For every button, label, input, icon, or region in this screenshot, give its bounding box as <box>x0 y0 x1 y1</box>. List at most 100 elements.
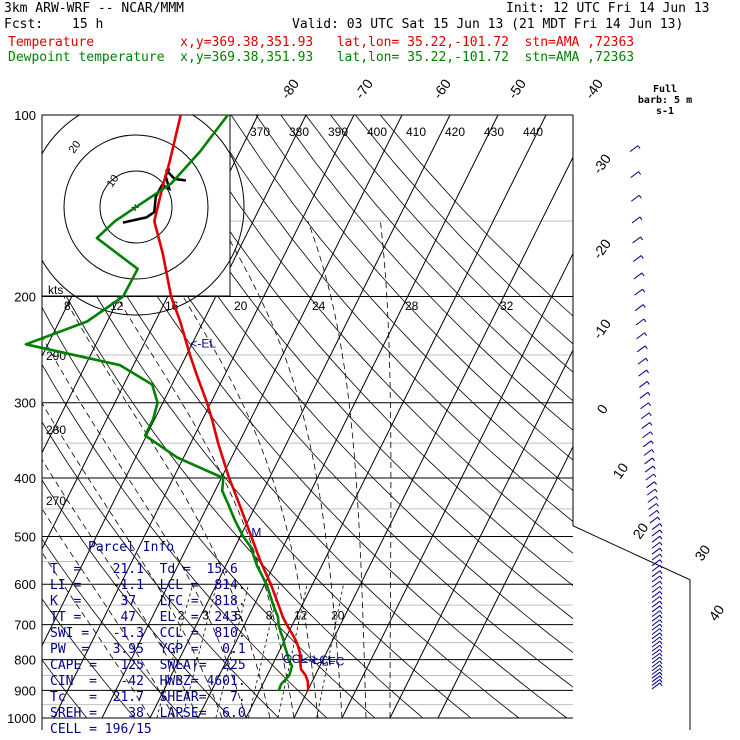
parcel-info-title: Parcel Info <box>88 540 175 555</box>
wind-barb-icon <box>651 591 661 598</box>
wind-barb-flag <box>659 541 663 546</box>
wind-barb-flag <box>659 596 663 600</box>
wind-barb-flag <box>645 357 649 362</box>
wind-barb-icon <box>651 675 661 683</box>
hodograph-units: kts <box>48 283 63 297</box>
theta-label: 380 <box>289 125 309 139</box>
temperature-legend: Temperature x,y=369.38,351.93 lat,lon= 3… <box>8 35 635 50</box>
hodograph-trace <box>122 167 187 224</box>
isotherm <box>197 115 499 719</box>
parcel-level-label: <-EL <box>190 337 216 351</box>
wind-barb-icon <box>651 623 661 631</box>
moist-adiabat <box>42 458 199 719</box>
theta-label: 420 <box>445 125 465 139</box>
parcel-info-row: K = 37 LFC = 818. <box>50 594 246 609</box>
wind-barb-icon <box>651 547 661 555</box>
hodograph-ring-label: 280 <box>46 423 66 437</box>
wind-barb-flag <box>659 586 663 590</box>
wind-barb-flag <box>640 255 644 259</box>
wind-barb-icon <box>651 648 661 656</box>
isotherm <box>101 115 403 719</box>
wind-barb-flag <box>652 457 655 462</box>
wind-barb-icon <box>651 610 661 618</box>
dry-adiabat <box>81 115 573 688</box>
wind-barb-flag <box>656 503 659 507</box>
chart-labels: 2 3 5 8 12 20 -80 -70 -60 -50 -40 -30 -20 -10 0 10 20 30 4… <box>178 76 728 669</box>
wind-barb-flag <box>659 535 663 540</box>
hodograph-ring-label: 270 <box>46 494 66 508</box>
wind-barb-icon <box>651 595 661 603</box>
wind-barb-flag <box>648 402 651 407</box>
wind-barb-icon <box>651 559 661 567</box>
moist-adiabat <box>42 335 247 719</box>
wind-barb-flag <box>659 580 663 585</box>
wind-barb-flag <box>659 679 663 683</box>
wind-barb-flag <box>659 640 663 645</box>
isotherm <box>341 252 573 719</box>
wind-barb-icon <box>651 664 661 672</box>
dry-adiabat <box>330 115 573 373</box>
wind-barb-flag <box>659 600 663 605</box>
theta-label: 400 <box>367 125 387 139</box>
wind-barb-flag <box>659 614 663 619</box>
wind-barb-flag <box>650 431 653 436</box>
moist-adiabat <box>42 551 151 719</box>
wind-barb-icon <box>636 332 645 340</box>
sounding-curves <box>24 114 310 691</box>
wind-barb-flag <box>646 369 649 374</box>
isotherm <box>53 115 355 719</box>
mixing-ratio-line <box>156 584 194 719</box>
isotherm-label: -30 <box>589 151 614 177</box>
parcel-level-label: M <box>251 525 261 539</box>
temperature-line <box>153 114 310 691</box>
wind-barb-icon <box>632 255 642 262</box>
mixing-ratio-line <box>277 584 308 719</box>
parcel-info-row: PW = 3.95 YGP = 0.1 <box>50 642 246 657</box>
mixing-ratio-label: 5 <box>235 609 242 623</box>
wind-barb-flag <box>642 288 646 293</box>
parcel-info-row: T = 21.1 Td = 15.6 <box>50 562 238 577</box>
isotherm-label: 40 <box>705 602 727 624</box>
wind-barb-icon <box>651 541 661 549</box>
dry-adiabat <box>42 659 88 719</box>
isotherm-label: -50 <box>504 76 529 102</box>
speed-ring <box>63 134 209 280</box>
wind-barb-flag <box>638 171 642 175</box>
wind-barb-icon <box>651 600 661 608</box>
wind-barb-icon <box>639 391 649 399</box>
wind-barb-icon <box>651 656 661 664</box>
dry-adiabat <box>355 115 573 345</box>
dry-adiabat <box>56 115 568 719</box>
dry-adiabat <box>131 115 573 620</box>
theta-label: 440 <box>523 125 543 139</box>
pressure-label: 700 <box>14 618 36 633</box>
dry-adiabat <box>42 421 280 719</box>
wind-barb-icon <box>632 236 641 244</box>
wind-barb-flag <box>644 345 648 350</box>
wind-barb-icon <box>630 171 639 178</box>
wind-barb-icon <box>651 632 661 640</box>
wind-barb-flag <box>659 605 663 610</box>
wind-barb-flag <box>659 564 663 569</box>
wind-barb-icon <box>638 381 648 388</box>
wind-barb-flag <box>659 523 663 527</box>
pressure-label: 1000 <box>7 711 36 726</box>
wind-barb-icon <box>651 660 661 668</box>
wind-barb-flag <box>659 553 663 558</box>
isotherm-label: -10 <box>589 316 614 342</box>
parcel-info-row: CELL = 196/15 <box>50 722 152 737</box>
wind-barb-icon <box>647 496 657 503</box>
wind-barb-flag <box>659 656 663 661</box>
hodograph-speed-label: 28 <box>405 299 419 313</box>
pressure-label: 800 <box>14 653 36 668</box>
wind-barb-flag <box>648 412 652 417</box>
wind-barb-flag <box>659 682 663 687</box>
wind-barb-flag <box>659 675 663 680</box>
wind-barb-flag <box>642 304 646 308</box>
wind-barb-icon <box>640 412 650 420</box>
wind-barb-flag <box>659 628 663 632</box>
theta-label: 430 <box>484 125 504 139</box>
wind-barb-flag <box>651 449 655 453</box>
wind-barb-icon <box>636 345 646 353</box>
